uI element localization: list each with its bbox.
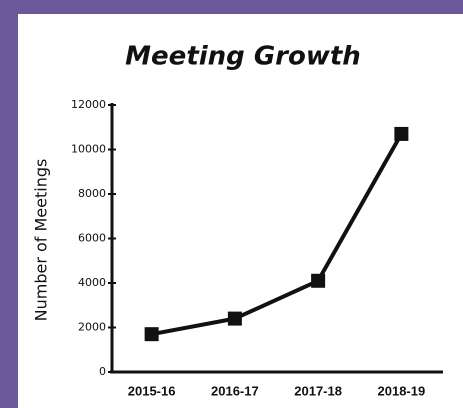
x-tick-label: 2016-17 xyxy=(211,383,259,398)
x-tick-label: 2017-18 xyxy=(294,383,342,398)
line xyxy=(151,132,404,337)
y-tick-label: 6000 xyxy=(78,232,106,245)
x-tick-label: 2018-19 xyxy=(378,383,426,398)
y-tick-label: 12000 xyxy=(71,98,106,111)
y-tick-label: 8000 xyxy=(78,187,106,200)
marker xyxy=(227,311,242,326)
y-axis-label: Number of Meetings xyxy=(32,159,51,322)
chart-card xyxy=(18,14,463,408)
marker xyxy=(394,126,409,141)
marker xyxy=(311,273,326,288)
y-tick-label: 0 xyxy=(99,365,106,378)
chart-title: Meeting Growth xyxy=(125,42,361,72)
y-tick-label: 4000 xyxy=(78,276,106,289)
y-tick-label: 2000 xyxy=(78,321,106,334)
y-tick-label: 10000 xyxy=(71,143,106,156)
x-tick-label: 2015-16 xyxy=(128,383,176,398)
marker xyxy=(144,327,159,342)
